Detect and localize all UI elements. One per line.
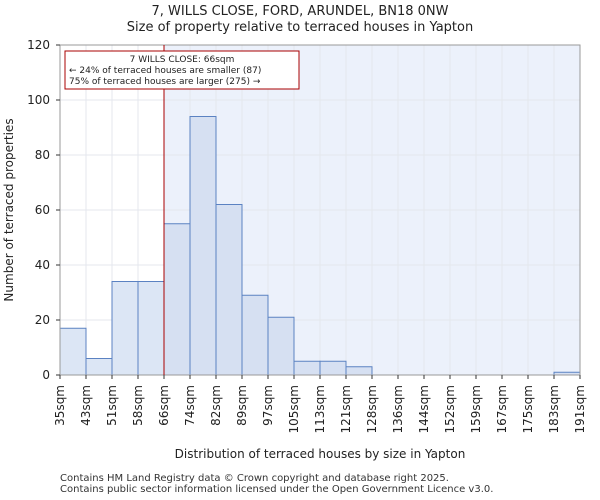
annotation-line-3: 75% of terraced houses are larger (275) …	[69, 77, 261, 87]
bar-58sqm	[137, 281, 165, 376]
y-tick-label: 60	[35, 203, 50, 217]
bar-89sqm	[241, 294, 269, 376]
y-tick-label: 20	[35, 313, 50, 327]
x-tick-label: 167sqm	[495, 385, 509, 433]
x-tick-label: 105sqm	[287, 385, 301, 433]
annotation-line-1: 7 WILLS CLOSE: 66sqm	[130, 55, 235, 65]
x-tick-label: 136sqm	[391, 385, 405, 433]
x-tick-label: 183sqm	[547, 385, 561, 433]
y-tick-label: 0	[42, 368, 50, 382]
annotation-line-2: ← 24% of terraced houses are smaller (87…	[69, 66, 261, 76]
bar-82sqm	[215, 204, 243, 376]
annotation-box	[64, 50, 300, 90]
chart-title: 7, WILLS CLOSE, FORD, ARUNDEL, BN18 0NW	[151, 4, 449, 19]
x-tick-label: 66sqm	[157, 385, 171, 426]
x-tick-label: 113sqm	[313, 385, 327, 433]
footer-licence: Contains public sector information licen…	[60, 484, 494, 495]
x-tick-label: 152sqm	[443, 385, 457, 433]
x-tick-label: 74sqm	[183, 385, 197, 426]
x-tick-label: 121sqm	[339, 385, 353, 433]
x-tick-label: 82sqm	[209, 385, 223, 426]
x-tick-label: 35sqm	[53, 385, 67, 426]
bar-113sqm	[319, 360, 347, 376]
x-tick-label: 159sqm	[469, 385, 483, 433]
x-tick-label: 128sqm	[365, 385, 379, 433]
chart-subtitle: Size of property relative to terraced ho…	[126, 20, 474, 35]
x-tick-label: 97sqm	[261, 385, 275, 426]
x-axis-label: Distribution of terraced houses by size …	[175, 447, 466, 461]
bar-51sqm	[111, 281, 139, 376]
y-axis-label: Number of terraced properties	[2, 118, 16, 301]
bar-66sqm	[163, 223, 191, 376]
bar-121sqm	[345, 366, 373, 376]
x-tick-label: 43sqm	[79, 385, 93, 426]
x-tick-label: 191sqm	[573, 385, 587, 433]
x-tick-label: 58sqm	[131, 385, 145, 426]
y-tick-label: 80	[35, 148, 50, 162]
y-tick-label: 120	[27, 38, 50, 52]
bar-43sqm	[85, 358, 113, 376]
bar-105sqm	[293, 360, 321, 376]
bar-35sqm	[59, 327, 87, 376]
bar-74sqm	[189, 116, 217, 376]
x-tick-label: 51sqm	[105, 385, 119, 426]
x-tick-label: 89sqm	[235, 385, 249, 426]
x-tick-label: 144sqm	[417, 385, 431, 433]
x-tick-label: 175sqm	[521, 385, 535, 433]
y-tick-label: 100	[27, 93, 50, 107]
bar-97sqm	[267, 316, 295, 376]
footer-copyright: Contains HM Land Registry data © Crown c…	[60, 473, 449, 484]
y-tick-label: 40	[35, 258, 50, 272]
